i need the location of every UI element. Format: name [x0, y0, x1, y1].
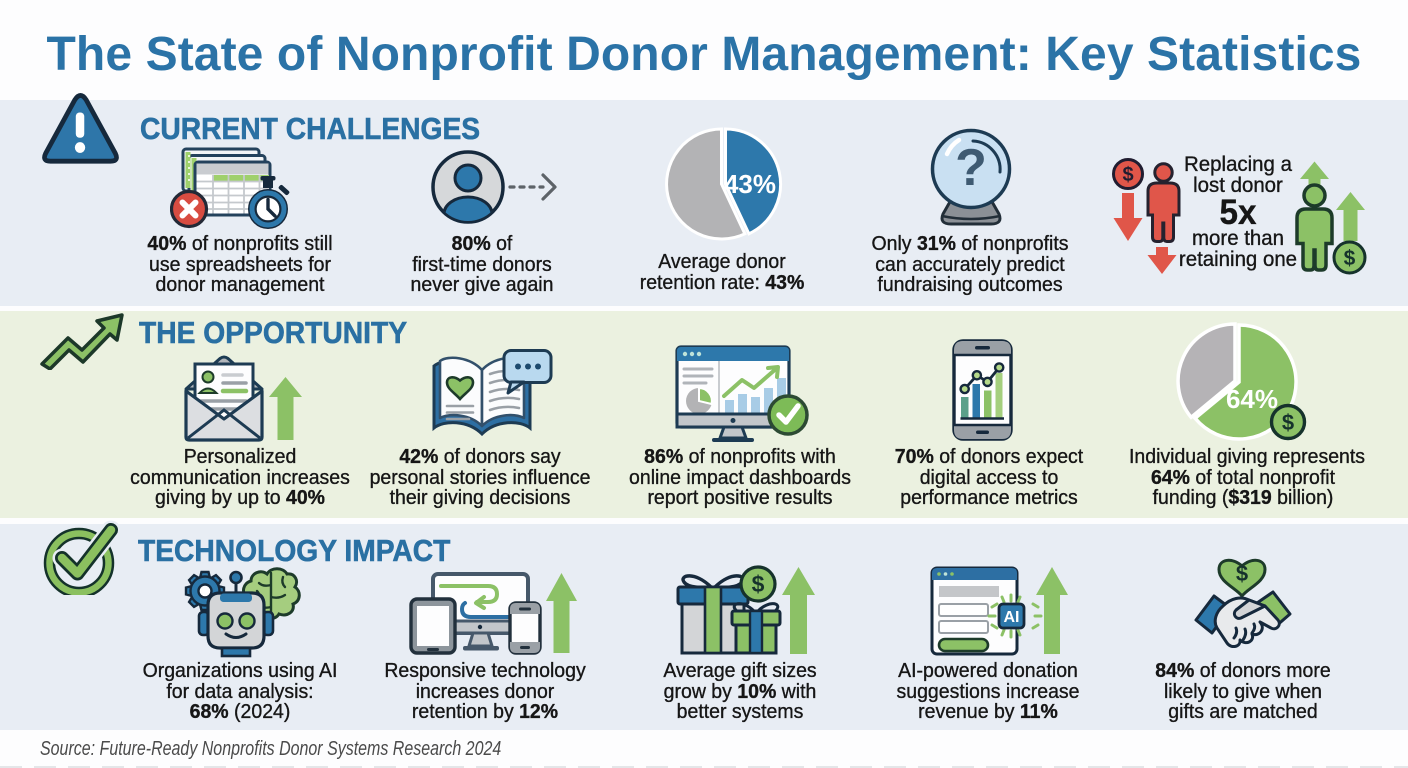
svg-text:$: $ — [1122, 164, 1133, 186]
svg-text:$: $ — [752, 571, 765, 597]
svg-text:$: $ — [1344, 247, 1356, 270]
svg-text:43%: 43% — [724, 169, 776, 199]
svg-text:$: $ — [1236, 561, 1248, 586]
svg-text:$: $ — [1282, 410, 1294, 435]
svg-text:AI: AI — [1004, 609, 1020, 626]
svg-text:?: ? — [955, 139, 987, 197]
svg-text:64%: 64% — [1226, 384, 1278, 414]
